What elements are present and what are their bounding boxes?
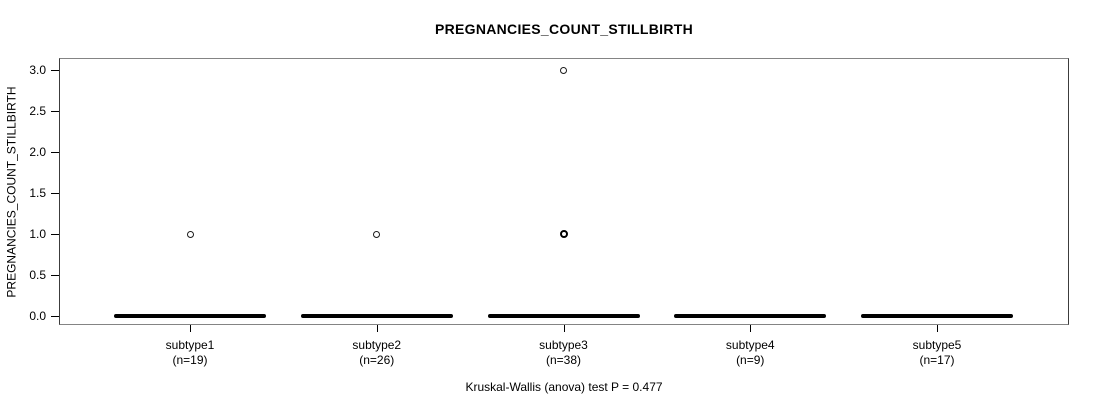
x-tick-mark [750, 325, 752, 332]
x-category-label: subtype3 (n=38) [489, 338, 639, 368]
outlier-point [186, 230, 194, 238]
median-bar [487, 314, 640, 318]
x-category-label: subtype5 (n=17) [862, 338, 1012, 368]
median-bar [674, 314, 827, 318]
subtype-n-count: (n=38) [545, 353, 582, 367]
subtype-n-count: (n=9) [736, 353, 765, 367]
y-tick-mark [51, 111, 59, 112]
outlier-point [560, 66, 567, 74]
outlier-point [373, 230, 381, 238]
median-bar [861, 314, 1013, 318]
subtype-n-count: (n=19) [172, 353, 208, 367]
y-tick-label: 0.5 [29, 268, 46, 282]
subtype-n-count: (n=17) [919, 353, 955, 367]
y-tick-mark [51, 70, 59, 71]
subtype-name: subtype2 [352, 338, 402, 352]
x-category-label: subtype4 (n=9) [675, 338, 825, 368]
subtype-name: subtype1 [165, 338, 215, 352]
y-tick-mark [51, 193, 59, 194]
median-bar [300, 314, 453, 318]
outlier-point [559, 230, 568, 238]
x-category-label: subtype1 (n=19) [115, 338, 265, 368]
y-tick-mark [51, 275, 59, 276]
x-tick-mark [190, 325, 191, 332]
y-tick-label: 1.0 [29, 227, 46, 241]
chart-title: PREGNANCIES_COUNT_STILLBIRTH [434, 21, 694, 37]
y-tick-label: 0.0 [29, 309, 46, 323]
subtype-name: subtype3 [539, 338, 588, 352]
y-tick-label: 2.0 [29, 145, 46, 159]
y-tick-mark [51, 234, 59, 235]
x-tick-mark [563, 325, 565, 332]
x-category-label: subtype2 (n=26) [302, 338, 452, 368]
y-tick-label: 1.5 [29, 186, 46, 200]
y-tick-label: 3.0 [29, 63, 46, 77]
x-tick-mark [376, 325, 378, 332]
y-tick-mark [51, 152, 59, 153]
stat-test-annotation: Kruskal-Wallis (anova) test P = 0.477 [465, 380, 663, 394]
subtype-n-count: (n=26) [359, 353, 395, 367]
x-tick-mark [937, 325, 938, 332]
subtype-name: subtype5 [912, 338, 962, 352]
plot-area [59, 58, 1069, 325]
median-bar [114, 314, 266, 318]
y-tick-label: 2.5 [29, 104, 46, 118]
y-tick-mark [51, 316, 59, 317]
subtype-name: subtype4 [725, 338, 775, 352]
